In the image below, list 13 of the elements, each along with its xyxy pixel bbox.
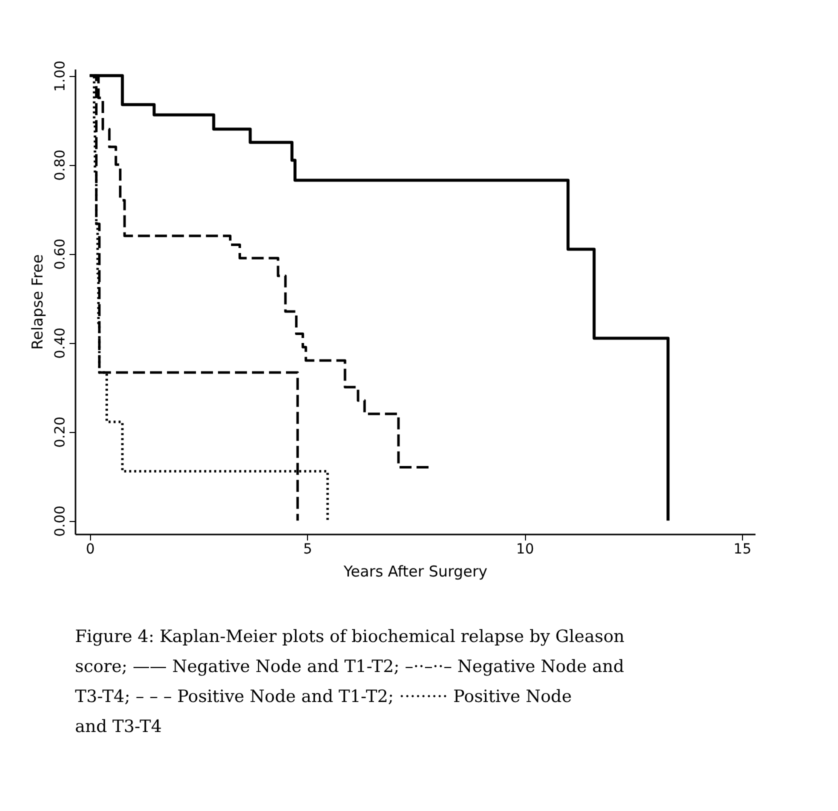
caption: Figure 4: Kaplan-Meier plots of biochemical relapse by Gleason score; —— Negative Node and T1-T2; –··–··– Negative Node and T3-T4; – – – Positive Node and T1-T2; ········· Positive Node and T3-T4 <box>75 627 625 737</box>
y-tick-label: 1.00 <box>52 60 68 92</box>
x-tick-label: 10 <box>516 542 534 558</box>
y-tick-label: 0.00 <box>52 506 68 537</box>
x-tick-label: 15 <box>734 542 752 558</box>
y-tick-label: 0.40 <box>52 328 68 359</box>
y-tick-label: 0.20 <box>52 416 68 448</box>
x-tick-label: 5 <box>303 542 312 558</box>
y-axis-title: Relapse Free <box>28 254 46 350</box>
y-tick-label: 0.60 <box>52 238 68 270</box>
x-tick-label: 0 <box>86 542 95 558</box>
y-tick-label: 0.80 <box>52 150 68 181</box>
x-axis-title: Years After Surgery <box>342 562 488 580</box>
